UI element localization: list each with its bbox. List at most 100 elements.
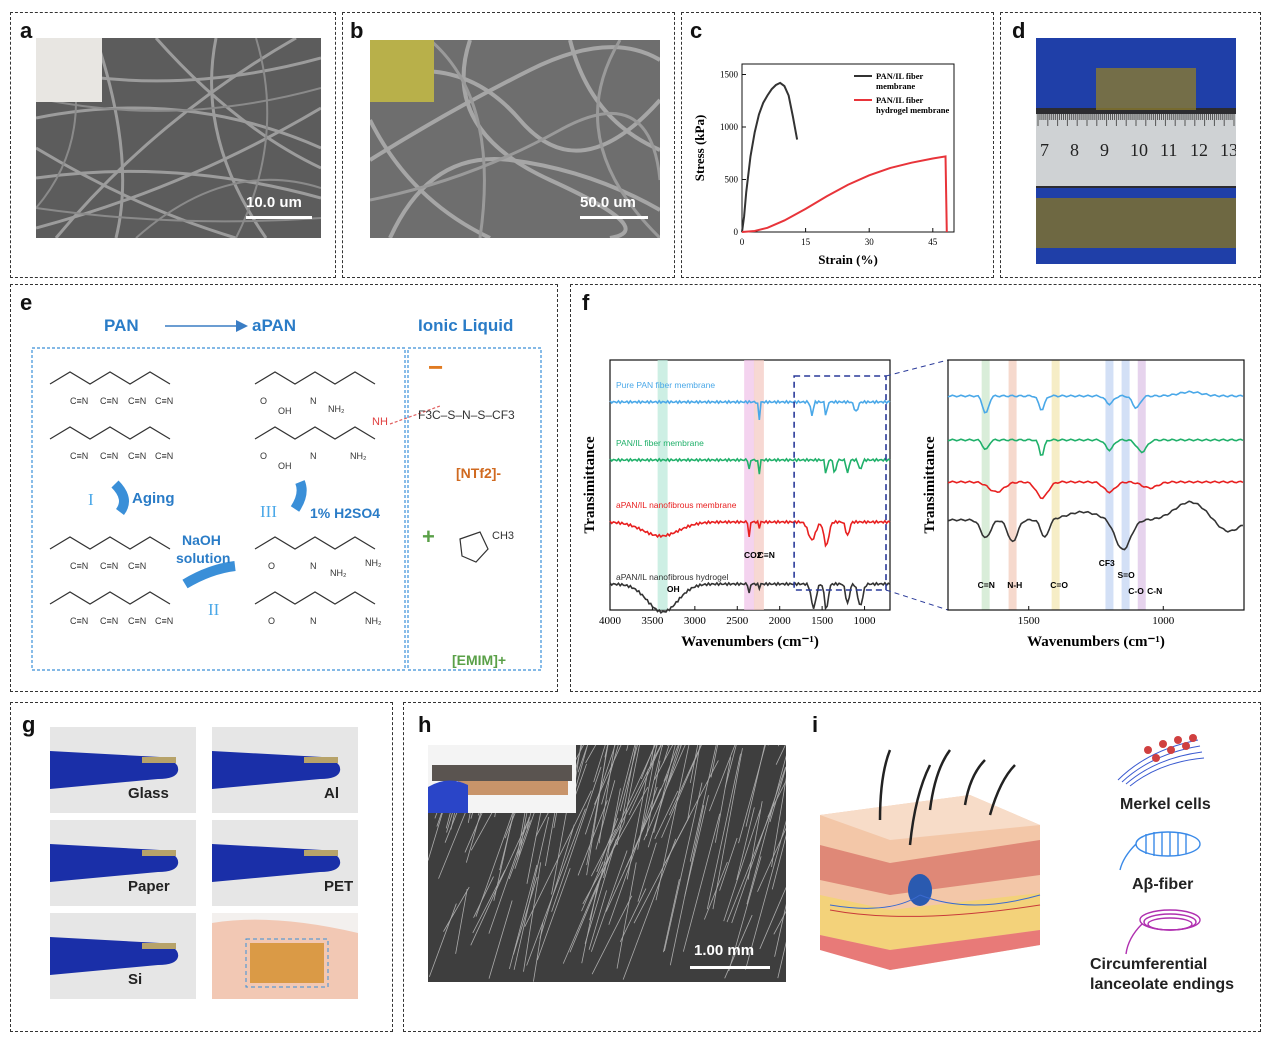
nanofiber <box>577 745 588 773</box>
nanofiber <box>569 832 621 953</box>
peak-annotation-f: C≡N <box>758 550 775 560</box>
series-name-f: aPAN/IL nanofibrous hydrogel <box>616 572 729 582</box>
nanofiber <box>687 745 701 821</box>
nanofiber <box>663 878 680 953</box>
nanofiber <box>590 828 616 877</box>
hair-strands <box>878 749 1016 846</box>
glove-finger <box>50 937 179 975</box>
scale-bar-a <box>246 216 312 219</box>
x-tick-label-f: 1000 <box>854 615 877 627</box>
nanofiber <box>771 834 786 890</box>
glove-finger <box>212 844 341 882</box>
panel-g <box>10 702 393 1032</box>
substrate-label: PET <box>324 878 354 895</box>
nanofiber <box>623 745 640 824</box>
sem-image-h <box>428 745 786 982</box>
skin-surface <box>820 795 1040 840</box>
nanofiber <box>539 824 575 939</box>
nanofiber <box>726 811 772 923</box>
nanofiber <box>723 809 761 922</box>
nanofiber <box>661 745 702 838</box>
svg-text:C≡N: C≡N <box>128 451 146 461</box>
zoom-peak-annotation: C=O <box>1050 580 1068 590</box>
peak-annotation-f: OH <box>667 584 680 594</box>
nanofiber <box>728 856 762 972</box>
nanofiber-texture <box>428 745 786 982</box>
pan-label: PAN <box>104 316 139 335</box>
svg-text:N: N <box>310 396 317 406</box>
legend-label-c: membrane <box>876 81 915 91</box>
nanofiber <box>536 868 571 961</box>
zoom-spectrum-line-0 <box>947 390 1244 414</box>
emim-label: [EMIM]+ <box>452 652 507 668</box>
svg-text:C≡N: C≡N <box>128 561 146 571</box>
svg-text:C≡N: C≡N <box>100 561 118 571</box>
ruler-number: 13 <box>1220 140 1236 160</box>
nanofiber <box>706 753 741 910</box>
band-highlight-zoom <box>1105 360 1114 610</box>
nanofiber <box>584 745 616 835</box>
substrate-photo: Paper <box>50 820 196 906</box>
nanofiber <box>654 745 674 780</box>
nanofiber <box>513 876 538 955</box>
nanofiber <box>767 780 786 818</box>
ftir-chart: 4000 3500 3000 2500 2000 1500 1000 Wavenumbers … <box>582 359 1245 650</box>
hydrogen-bond <box>389 405 441 425</box>
naoh-label: NaOH <box>182 532 221 548</box>
step-1-label: I <box>88 490 94 509</box>
inset-photo-b <box>370 40 434 102</box>
acid-arrow <box>290 480 307 512</box>
nanofiber <box>584 839 617 944</box>
nanofiber <box>704 861 728 920</box>
nanofiber <box>622 838 677 980</box>
svg-text:O: O <box>260 396 267 406</box>
legend-label-c: hydrogel membrane <box>876 105 949 115</box>
zoom-spectrum-line-1 <box>947 438 1244 456</box>
x-tick-label-c: 0 <box>740 237 745 247</box>
nanofiber <box>593 745 606 783</box>
ruler-number: 7 <box>1040 140 1049 160</box>
svg-text:N: N <box>310 451 317 461</box>
stress-strain-chart: 0 15 30 45 0 500 1000 1500 Strain (%) Stress (kPa… <box>692 63 955 267</box>
substrate-label: Glass <box>128 785 169 802</box>
svg-text:N: N <box>310 561 317 571</box>
solution-label: solution <box>176 550 231 566</box>
x-axis-label-zoom: Wavenumbers (cm⁻¹) <box>1027 634 1165 650</box>
substrate-photo: Si <box>50 913 196 999</box>
nanofiber <box>619 745 638 812</box>
aging-label: Aging <box>132 490 175 507</box>
series-line-c-0 <box>741 81 799 233</box>
panel-f <box>570 284 1261 692</box>
panel-e-label: e <box>20 290 33 315</box>
nanofiber <box>662 745 670 764</box>
zoom-region-box <box>793 375 887 591</box>
panel-h <box>403 702 1261 1032</box>
ionic-liquid-label: Ionic Liquid <box>418 316 514 335</box>
scale-label-b: 50.0 um <box>580 194 636 211</box>
chemistry-scheme: C≡N C≡N C≡N C≡N C≡N C≡N C≡N C≡N C≡N C≡N C≡N C≡N C… <box>31 320 542 671</box>
inset-h-scene <box>428 745 576 813</box>
nanofiber <box>719 837 738 891</box>
nanofiber <box>689 745 717 862</box>
substrate-label: Si <box>128 971 143 988</box>
inset-photo-h <box>428 745 576 813</box>
substrate-photo: Glass <box>50 727 196 813</box>
nanofiber <box>684 795 709 897</box>
svg-text:O: O <box>260 451 267 461</box>
zoom-peak-annotation: S=O <box>1118 570 1136 580</box>
ruler-numbers: 7 8 9 10 11 12 13 <box>1036 140 1236 170</box>
nanofiber <box>736 807 755 881</box>
nanofiber <box>595 780 616 850</box>
ch3-label: CH3 <box>492 530 515 542</box>
svg-text:C≡N: C≡N <box>70 396 88 406</box>
nanofiber <box>551 766 602 912</box>
spectrum-line-f-3 <box>609 581 891 614</box>
legend-label-c: PAN/IL fiber <box>876 71 924 81</box>
merkel-cells-cluster <box>908 874 932 906</box>
y-tick-label-c: 0 <box>734 227 739 237</box>
nanofiber <box>608 786 658 925</box>
nanofiber <box>769 766 786 823</box>
step-3-label: III <box>260 502 277 521</box>
reaction-box <box>31 347 406 671</box>
series-name-f: PAN/IL fiber membrane <box>616 438 704 448</box>
